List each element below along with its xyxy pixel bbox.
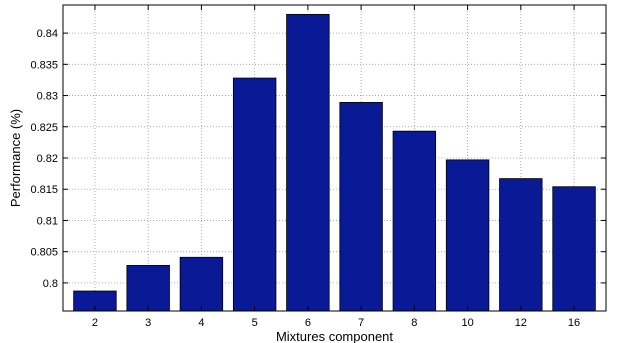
x-tick-label: 10 bbox=[461, 317, 473, 329]
x-tick-label: 6 bbox=[305, 317, 311, 329]
bar bbox=[286, 13, 330, 312]
bar bbox=[126, 265, 170, 312]
ticks bbox=[63, 5, 606, 311]
x-tick-label: 4 bbox=[198, 317, 204, 329]
y-tick-label: 0.835 bbox=[30, 59, 58, 71]
y-tick-label: 0.825 bbox=[30, 122, 58, 134]
y-tick-label: 0.81 bbox=[37, 215, 58, 227]
x-tick-label: 8 bbox=[411, 317, 417, 329]
x-tick-label: 12 bbox=[515, 317, 527, 329]
x-tick-labels: 2 3 4 5 6 7 8 10 12 16 bbox=[92, 317, 580, 329]
x-tick-label: 7 bbox=[358, 317, 364, 329]
x-tick-label: 2 bbox=[92, 317, 98, 329]
bars bbox=[73, 13, 596, 312]
y-axis-label: Performance (%) bbox=[8, 109, 23, 207]
x-axis-label: Mixtures component bbox=[276, 329, 393, 343]
y-tick-label: 0.82 bbox=[37, 153, 58, 165]
x-tick-label: 3 bbox=[145, 317, 151, 329]
bar bbox=[392, 130, 437, 312]
bar bbox=[445, 159, 490, 312]
bar bbox=[339, 102, 383, 312]
y-tick-label: 0.805 bbox=[30, 247, 58, 259]
bar bbox=[232, 77, 277, 312]
bar bbox=[499, 178, 543, 312]
y-tick-label: 0.8 bbox=[43, 278, 58, 290]
bar bbox=[552, 186, 596, 312]
x-tick-label: 5 bbox=[252, 317, 258, 329]
y-tick-label: 0.83 bbox=[37, 91, 58, 103]
x-tick-label: 16 bbox=[568, 317, 580, 329]
y-tick-labels: 0.8 0.805 0.81 0.815 0.82 0.825 0.83 0.835 0.84 bbox=[30, 28, 58, 290]
y-tick-label: 0.815 bbox=[30, 184, 58, 196]
bar bbox=[179, 256, 224, 312]
y-tick-label: 0.84 bbox=[37, 28, 58, 40]
